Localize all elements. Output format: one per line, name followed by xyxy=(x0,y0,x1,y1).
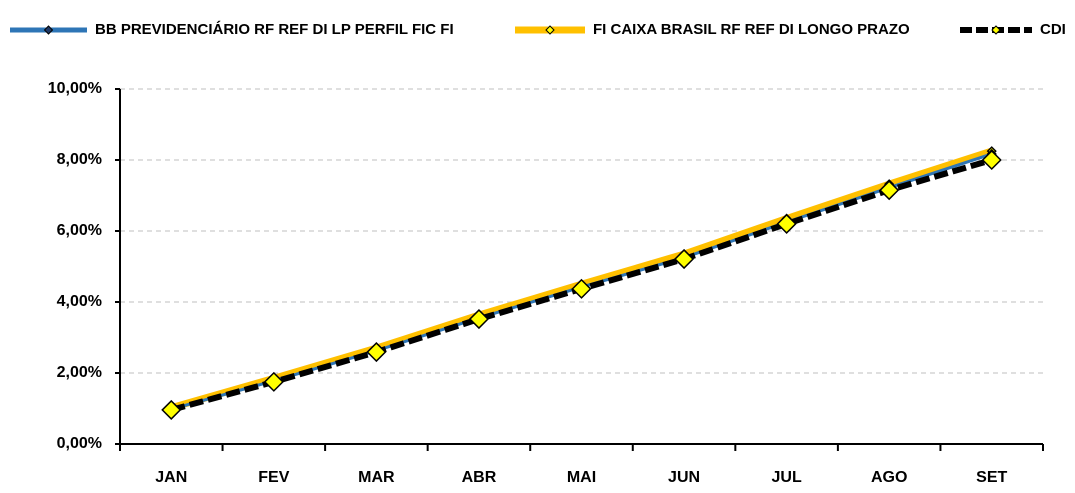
y-tick-label: 10,00% xyxy=(48,80,102,97)
marker xyxy=(673,248,695,270)
x-tick-label: MAR xyxy=(358,469,395,486)
legend-label: FI CAIXA BRASIL RF REF DI LONGO PRAZO xyxy=(593,21,910,38)
legend-label: CDI xyxy=(1040,21,1066,38)
x-tick-label: AGO xyxy=(871,469,907,486)
x-tick-label: JUN xyxy=(668,469,700,486)
x-tick-label: FEV xyxy=(258,469,289,486)
marker xyxy=(879,180,900,201)
x-tick-label: ABR xyxy=(462,469,497,486)
marker xyxy=(981,149,1002,171)
legend-label: BB PREVIDENCIÁRIO RF REF DI LP PERFIL FI… xyxy=(95,21,454,38)
y-tick-label: 2,00% xyxy=(57,364,102,381)
marker xyxy=(468,308,490,330)
y-tick-label: 8,00% xyxy=(57,151,102,168)
x-tick-label: MAI xyxy=(567,469,596,486)
marker xyxy=(263,371,284,392)
legend-marker xyxy=(991,25,1001,35)
legend-marker xyxy=(43,25,54,35)
y-tick-label: 6,00% xyxy=(57,222,102,239)
x-tick-label: SET xyxy=(976,469,1007,486)
legend-marker xyxy=(545,25,555,35)
marker xyxy=(571,278,592,299)
y-tick-label: 0,00% xyxy=(57,435,102,452)
y-tick-label: 4,00% xyxy=(57,293,102,310)
x-tick-label: JAN xyxy=(155,469,187,486)
x-tick-label: JUL xyxy=(771,469,801,486)
marker xyxy=(161,399,182,420)
marker xyxy=(776,213,797,234)
marker xyxy=(366,341,387,363)
